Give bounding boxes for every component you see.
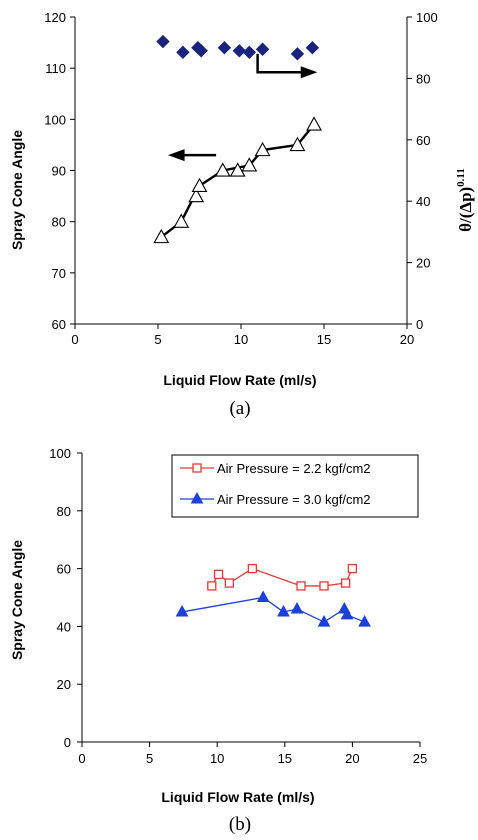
diamond-marker bbox=[217, 40, 232, 55]
triangle-marker bbox=[214, 162, 231, 177]
panel-a-axis-arrows bbox=[167, 53, 318, 162]
panel-a-y-tick-label: 60 bbox=[52, 317, 66, 332]
panel-a-y2-tick-label: 20 bbox=[416, 256, 430, 271]
panel-b-x-tick-label: 25 bbox=[413, 751, 427, 766]
panel-a-y-axis-label: Spray Cone Angle bbox=[9, 130, 25, 250]
triangle-marker bbox=[340, 607, 354, 620]
panel-a-caption: (a) bbox=[229, 398, 250, 419]
panel-a-y-tick-label: 110 bbox=[45, 61, 66, 76]
panel-b-legend: Air Pressure = 2.2 kgf/cm2 Air Pressure … bbox=[171, 454, 419, 518]
panel-b-caption: (b) bbox=[229, 814, 251, 835]
panel-a-y-tick-label: 120 bbox=[44, 10, 66, 25]
triangle-marker bbox=[191, 177, 208, 192]
square-marker bbox=[224, 578, 235, 588]
panel-b-y-axis-label: Spray Cone Angle bbox=[9, 540, 25, 660]
panel-b-series-lines bbox=[181, 567, 365, 623]
triangle-marker bbox=[254, 141, 271, 157]
panel-a-x-tick-label: 15 bbox=[317, 332, 331, 347]
triangle-marker bbox=[358, 615, 371, 627]
legend-label-series-2: Air Pressure = 3.0 kgf/cm2 bbox=[217, 492, 371, 507]
diamond-marker bbox=[305, 40, 320, 55]
square-marker bbox=[296, 581, 306, 591]
left-axis-arrow-head bbox=[167, 149, 185, 162]
panel-b-ticks: 0 5 10 15 20 25 0 20 40 60 80 100 bbox=[49, 446, 427, 766]
panel-b: 0 5 10 15 20 25 0 20 40 60 80 100 Air Pressure = 2.… bbox=[9, 446, 427, 835]
panel-a-x-tick-label: 20 bbox=[400, 332, 414, 347]
panel-b-y-tick-label: 60 bbox=[57, 562, 71, 577]
square-marker bbox=[207, 581, 217, 591]
legend-items bbox=[180, 463, 214, 504]
panel-b-y-tick-label: 100 bbox=[49, 446, 71, 461]
triangle-marker bbox=[241, 157, 258, 172]
panel-a-y2-label-exponent: 0.11 bbox=[455, 168, 467, 187]
diamond-marker bbox=[232, 44, 247, 58]
triangle-marker bbox=[229, 162, 246, 177]
panel-a-y2-tick-label: 0 bbox=[416, 317, 423, 332]
panel-b-marks bbox=[175, 563, 371, 627]
diamond-marker bbox=[156, 34, 170, 49]
diamond-marker bbox=[194, 44, 208, 58]
panel-b-y-tick-label: 0 bbox=[64, 735, 71, 750]
right-axis-arrow-head bbox=[300, 66, 318, 79]
square-marker bbox=[213, 569, 224, 580]
triangle-marker bbox=[306, 116, 322, 131]
panel-b-y-tick-label: 20 bbox=[57, 677, 71, 692]
square-marker bbox=[319, 581, 329, 591]
triangle-marker bbox=[277, 604, 290, 617]
panel-b-x-axis-label: Liquid Flow Rate (ml/s) bbox=[161, 789, 314, 805]
triangle-marker bbox=[289, 136, 306, 152]
panel-b-x-tick-label: 20 bbox=[345, 751, 359, 766]
panel-a-y-tick-label: 100 bbox=[44, 112, 66, 127]
panel-a-y-tick-label: 70 bbox=[52, 266, 66, 281]
panel-b-x-tick-label: 15 bbox=[278, 751, 292, 766]
panel-b-x-tick-label: 10 bbox=[210, 751, 224, 766]
panel-b-x-tick-label: 5 bbox=[146, 751, 153, 766]
panel-b-y-tick-label: 80 bbox=[57, 504, 71, 519]
diamond-marker bbox=[290, 47, 305, 61]
triangle-marker bbox=[173, 213, 190, 228]
triangle-marker bbox=[317, 615, 331, 627]
panel-a-y2-tick-label: 40 bbox=[416, 194, 430, 209]
legend-label-series-1: Air Pressure = 2.2 kgf/cm2 bbox=[217, 461, 371, 476]
triangle-marker bbox=[153, 228, 170, 244]
diamond-marker bbox=[242, 45, 257, 60]
legend-swatch-marker-2 bbox=[190, 491, 204, 504]
diamond-marker bbox=[176, 45, 190, 60]
square-marker bbox=[347, 563, 358, 574]
panel-b-x-tick-label: 0 bbox=[78, 751, 85, 766]
right-axis-arrow-shaft bbox=[256, 53, 305, 74]
panel-a-x-axis-label: Liquid Flow Rate (ml/s) bbox=[163, 372, 316, 388]
legend-box bbox=[171, 454, 419, 518]
panel-b-y-tick-label: 40 bbox=[57, 619, 71, 634]
panel-b-axes bbox=[81, 453, 420, 743]
panel-a-y2-tick-label: 60 bbox=[416, 133, 430, 148]
diamond-marker bbox=[255, 42, 270, 56]
panel-a-x-tick-label: 10 bbox=[234, 332, 248, 347]
panel-b-series-line-2 bbox=[181, 596, 365, 623]
legend-swatch-marker-1 bbox=[192, 463, 202, 473]
triangle-marker bbox=[290, 602, 304, 614]
panel-a-x-tick-label: 0 bbox=[71, 332, 78, 347]
square-marker bbox=[340, 578, 351, 588]
triangle-marker bbox=[256, 590, 270, 602]
panel-a-y-tick-label: 80 bbox=[52, 215, 66, 230]
panel-a-y2-axis-label: θ/(Δp)0.11 bbox=[455, 168, 475, 232]
panel-a-y-tick-label: 90 bbox=[52, 164, 66, 179]
panel-a-x-tick-label: 5 bbox=[154, 332, 161, 347]
triangle-marker bbox=[175, 604, 189, 617]
panel-a-y2-label-base: θ/(Δp) bbox=[456, 187, 475, 232]
square-marker bbox=[247, 563, 258, 574]
panel-a-y2-tick-label: 80 bbox=[416, 71, 430, 86]
triangle-marker bbox=[188, 187, 205, 203]
panel-a-y2-tick-label: 100 bbox=[416, 10, 438, 25]
panel-a-marks bbox=[153, 34, 322, 244]
